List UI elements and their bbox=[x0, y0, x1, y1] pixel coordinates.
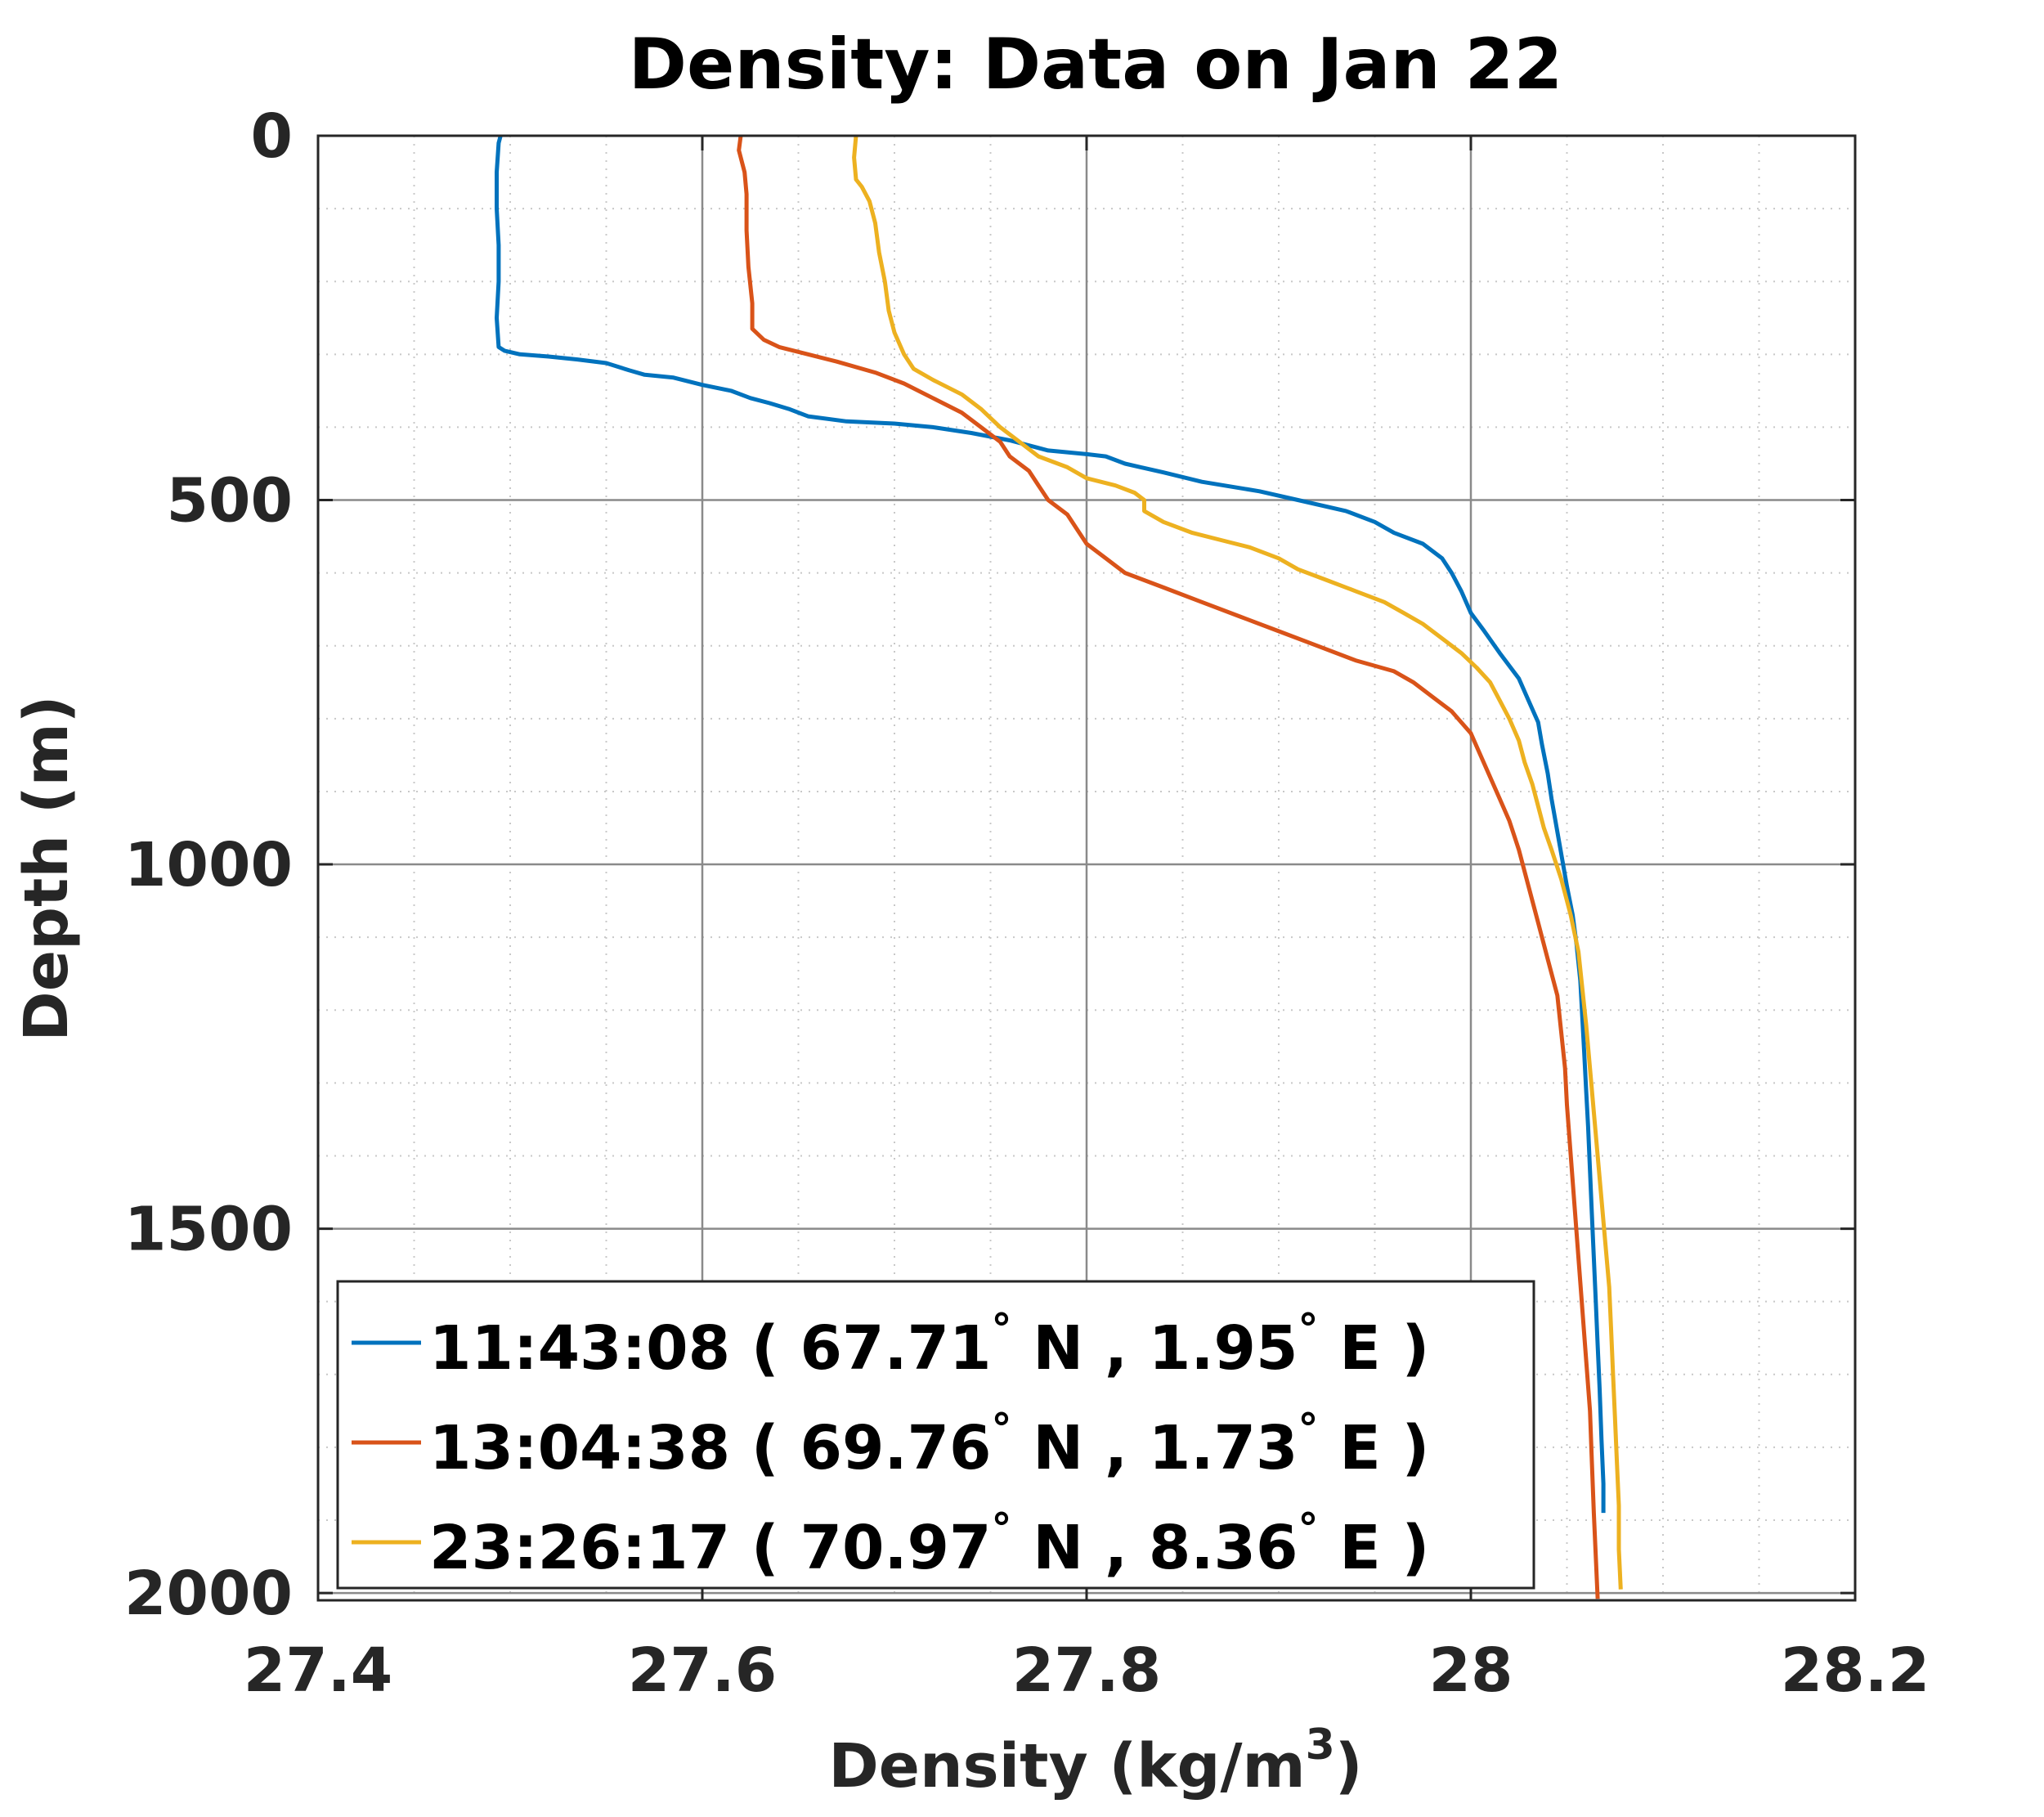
legend-label-text: E ) bbox=[1318, 1413, 1429, 1483]
y-tick-label: 2000 bbox=[124, 1559, 293, 1629]
y-tick-label: 500 bbox=[167, 466, 293, 536]
chart-title: Density: Data on Jan 22 bbox=[629, 24, 1563, 105]
legend-label-2: 13:04:38 ( 69.76° N , 1.73° E ) bbox=[429, 1405, 1429, 1483]
x-tick-label: 28.2 bbox=[1781, 1635, 1930, 1706]
legend-label-text: E ) bbox=[1318, 1313, 1429, 1384]
degree-symbol: ° bbox=[992, 1505, 1012, 1552]
x-axis-label-close: ) bbox=[1335, 1731, 1363, 1801]
series-line-2 bbox=[737, 135, 1600, 1599]
x-axis-label-main: Density (kg/m bbox=[828, 1731, 1305, 1801]
series-lines bbox=[495, 135, 1623, 1599]
x-tick-label: 28 bbox=[1429, 1635, 1513, 1706]
y-tick-label: 1500 bbox=[124, 1195, 293, 1265]
y-tick-label: 0 bbox=[251, 101, 294, 172]
y-tick-labels: 0 500 1000 1500 2000 bbox=[124, 101, 293, 1629]
legend-label-text: N , 1.73 bbox=[1012, 1413, 1298, 1483]
degree-symbol: ° bbox=[992, 1305, 1012, 1353]
series-line-1 bbox=[495, 135, 1606, 1514]
x-tick-label: 27.8 bbox=[1012, 1635, 1162, 1706]
x-tick-label: 27.6 bbox=[628, 1635, 778, 1706]
series-line-3 bbox=[852, 135, 1623, 1590]
legend-label-1: 11:43:08 ( 67.71° N , 1.95° E ) bbox=[429, 1305, 1429, 1384]
legend-label-text: 23:26:17 ( 70.97 bbox=[429, 1513, 992, 1583]
legend: 11:43:08 ( 67.71° N , 1.95° E )13:04:38 … bbox=[336, 1280, 1535, 1590]
legend-label-text: N , 8.36 bbox=[1012, 1513, 1298, 1583]
degree-symbol: ° bbox=[1298, 1305, 1318, 1353]
legend-label-text: N , 1.95 bbox=[1012, 1313, 1298, 1384]
legend-label-text: E ) bbox=[1318, 1513, 1429, 1583]
x-tick-label: 27.4 bbox=[244, 1635, 393, 1706]
y-axis-label: Depth (m) bbox=[11, 695, 82, 1041]
x-axis-label: Density (kg/m3) bbox=[828, 1721, 1362, 1801]
legend-box bbox=[336, 1280, 1535, 1590]
legend-label-3: 23:26:17 ( 70.97° N , 8.36° E ) bbox=[429, 1505, 1429, 1583]
degree-symbol: ° bbox=[992, 1405, 1012, 1452]
degree-symbol: ° bbox=[1298, 1505, 1318, 1552]
x-axis-label-superscript: 3 bbox=[1306, 1721, 1335, 1770]
y-tick-label: 1000 bbox=[124, 830, 293, 900]
legend-label-text: 13:04:38 ( 69.76 bbox=[429, 1413, 992, 1483]
x-tick-labels: 27.4 27.6 27.8 28 28.2 bbox=[244, 1635, 1930, 1706]
legend-label-text: 11:43:08 ( 67.71 bbox=[429, 1313, 992, 1384]
degree-symbol: ° bbox=[1298, 1405, 1318, 1452]
